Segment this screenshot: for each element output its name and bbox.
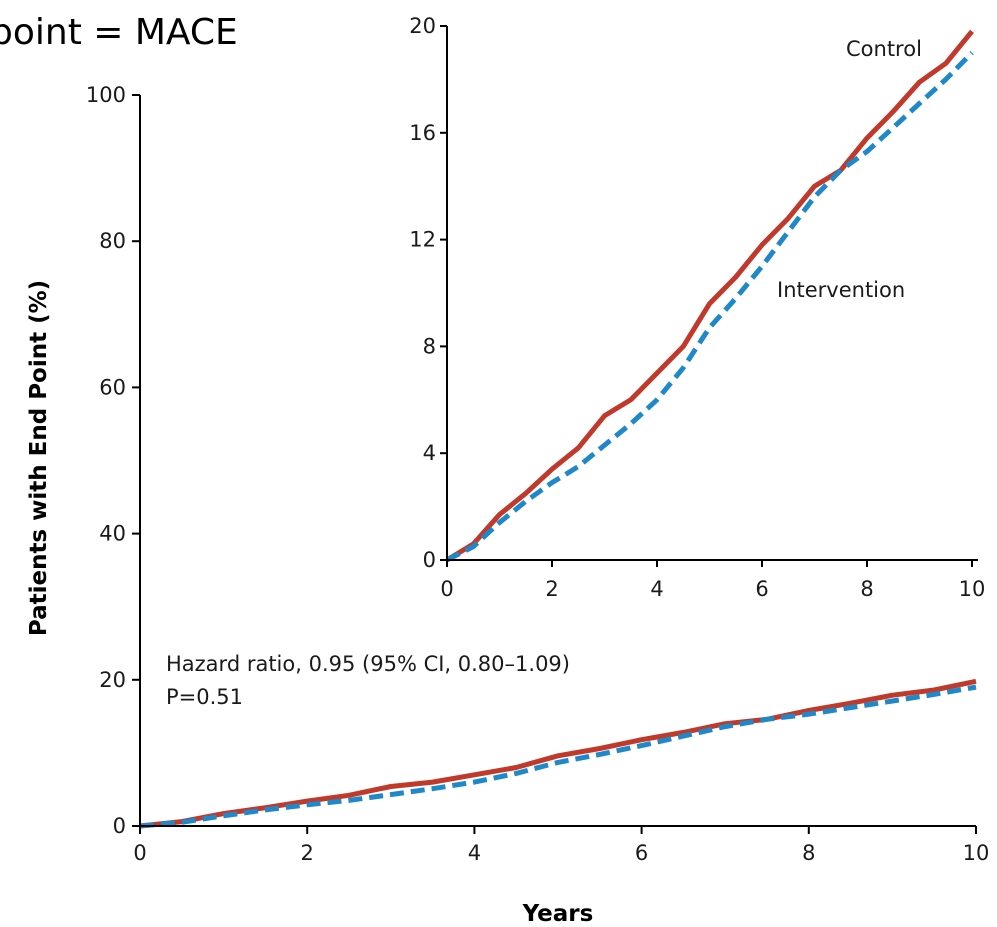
inset-ticks-group: 0 2 4 6 8 10 0 4 8 12 16 20	[409, 14, 985, 601]
control-label: Control	[846, 37, 922, 61]
inset-x-tick-label: 4	[650, 577, 663, 601]
main-y-tick-label: 80	[99, 229, 126, 253]
inset-x-tick-label: 0	[440, 577, 453, 601]
inset-y-tick-label: 20	[409, 14, 436, 38]
intervention-label: Intervention	[777, 278, 905, 302]
inset-plot: 0 2 4 6 8 10 0 4 8 12 16 20 Control Intervention	[409, 10, 997, 601]
inset-x-tick-label: 8	[860, 577, 873, 601]
inset-x-tick-label: 2	[545, 577, 558, 601]
main-y-tick-label: 100	[86, 83, 126, 107]
inset-x-tick-label: 6	[755, 577, 768, 601]
inset-y-tick-label: 0	[423, 548, 436, 572]
header-title: point = MACE	[0, 12, 238, 53]
main-series-group	[139, 678, 977, 829]
inset-y-tick-label: 4	[423, 441, 436, 465]
hazard-ratio-annotation: Hazard ratio, 0.95 (95% CI, 0.80–1.09)	[166, 652, 570, 676]
main-x-tick-label: 8	[802, 841, 815, 865]
main-x-axis-title: Years	[522, 901, 594, 927]
inset-intervention-line	[445, 50, 974, 563]
main-intervention-line	[139, 684, 977, 829]
p-value-annotation: P=0.51	[166, 685, 243, 709]
inset-series-group	[445, 29, 974, 563]
main-y-tick-label: 20	[99, 668, 126, 692]
main-y-axis-title: Patients with End Point (%)	[26, 280, 52, 636]
inset-y-tick-label: 16	[409, 121, 436, 145]
inset-x-tick-label: 10	[959, 577, 986, 601]
main-y-tick-label: 40	[99, 522, 126, 546]
main-x-tick-label: 10	[963, 841, 990, 865]
inset-y-tick-label: 8	[423, 334, 436, 358]
main-y-tick-label: 0	[113, 814, 126, 838]
main-control-line	[139, 678, 977, 829]
inset-y-tick-label: 12	[409, 228, 436, 252]
main-y-tick-label: 60	[99, 375, 126, 399]
main-x-tick-label: 4	[468, 841, 481, 865]
main-x-tick-label: 2	[301, 841, 314, 865]
main-x-tick-label: 6	[635, 841, 648, 865]
main-x-tick-label: 0	[133, 841, 146, 865]
inset-control-line	[445, 29, 974, 563]
